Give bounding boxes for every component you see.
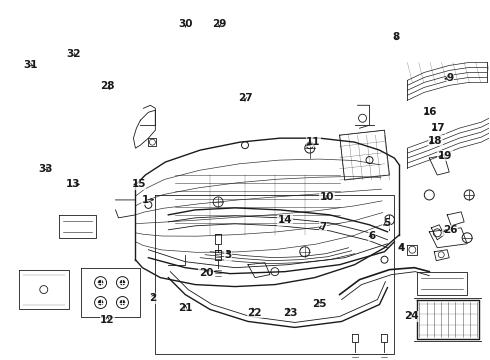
Text: 12: 12 <box>100 315 115 325</box>
Text: 5: 5 <box>383 218 390 228</box>
Text: 22: 22 <box>247 308 262 318</box>
Text: 19: 19 <box>438 150 452 161</box>
Text: 6: 6 <box>368 231 375 240</box>
Text: 25: 25 <box>312 299 326 309</box>
Text: 8: 8 <box>392 32 400 41</box>
Text: 28: 28 <box>100 81 115 91</box>
Text: 10: 10 <box>320 192 334 202</box>
Text: 18: 18 <box>428 136 442 145</box>
Text: 27: 27 <box>238 93 252 103</box>
Text: 26: 26 <box>443 225 457 235</box>
Text: 14: 14 <box>278 215 293 225</box>
Text: 32: 32 <box>66 49 80 59</box>
Text: 21: 21 <box>178 303 193 314</box>
Text: 11: 11 <box>306 137 320 147</box>
Circle shape <box>120 280 125 285</box>
Text: 17: 17 <box>431 123 445 133</box>
Text: 9: 9 <box>446 73 454 83</box>
Text: 31: 31 <box>23 59 37 69</box>
Text: 20: 20 <box>199 268 213 278</box>
Circle shape <box>98 280 103 285</box>
Text: 3: 3 <box>224 250 232 260</box>
Text: 2: 2 <box>148 293 156 303</box>
Circle shape <box>98 300 103 305</box>
Text: 13: 13 <box>66 179 80 189</box>
Text: 7: 7 <box>319 222 327 231</box>
Text: 15: 15 <box>131 179 146 189</box>
Text: 29: 29 <box>213 19 227 29</box>
Text: 30: 30 <box>178 19 193 29</box>
Text: 1: 1 <box>141 195 148 205</box>
Text: 24: 24 <box>404 311 418 321</box>
Text: 16: 16 <box>423 107 438 117</box>
Text: 4: 4 <box>397 243 405 253</box>
Circle shape <box>120 300 125 305</box>
Text: 23: 23 <box>283 308 297 318</box>
Text: 33: 33 <box>39 163 53 174</box>
